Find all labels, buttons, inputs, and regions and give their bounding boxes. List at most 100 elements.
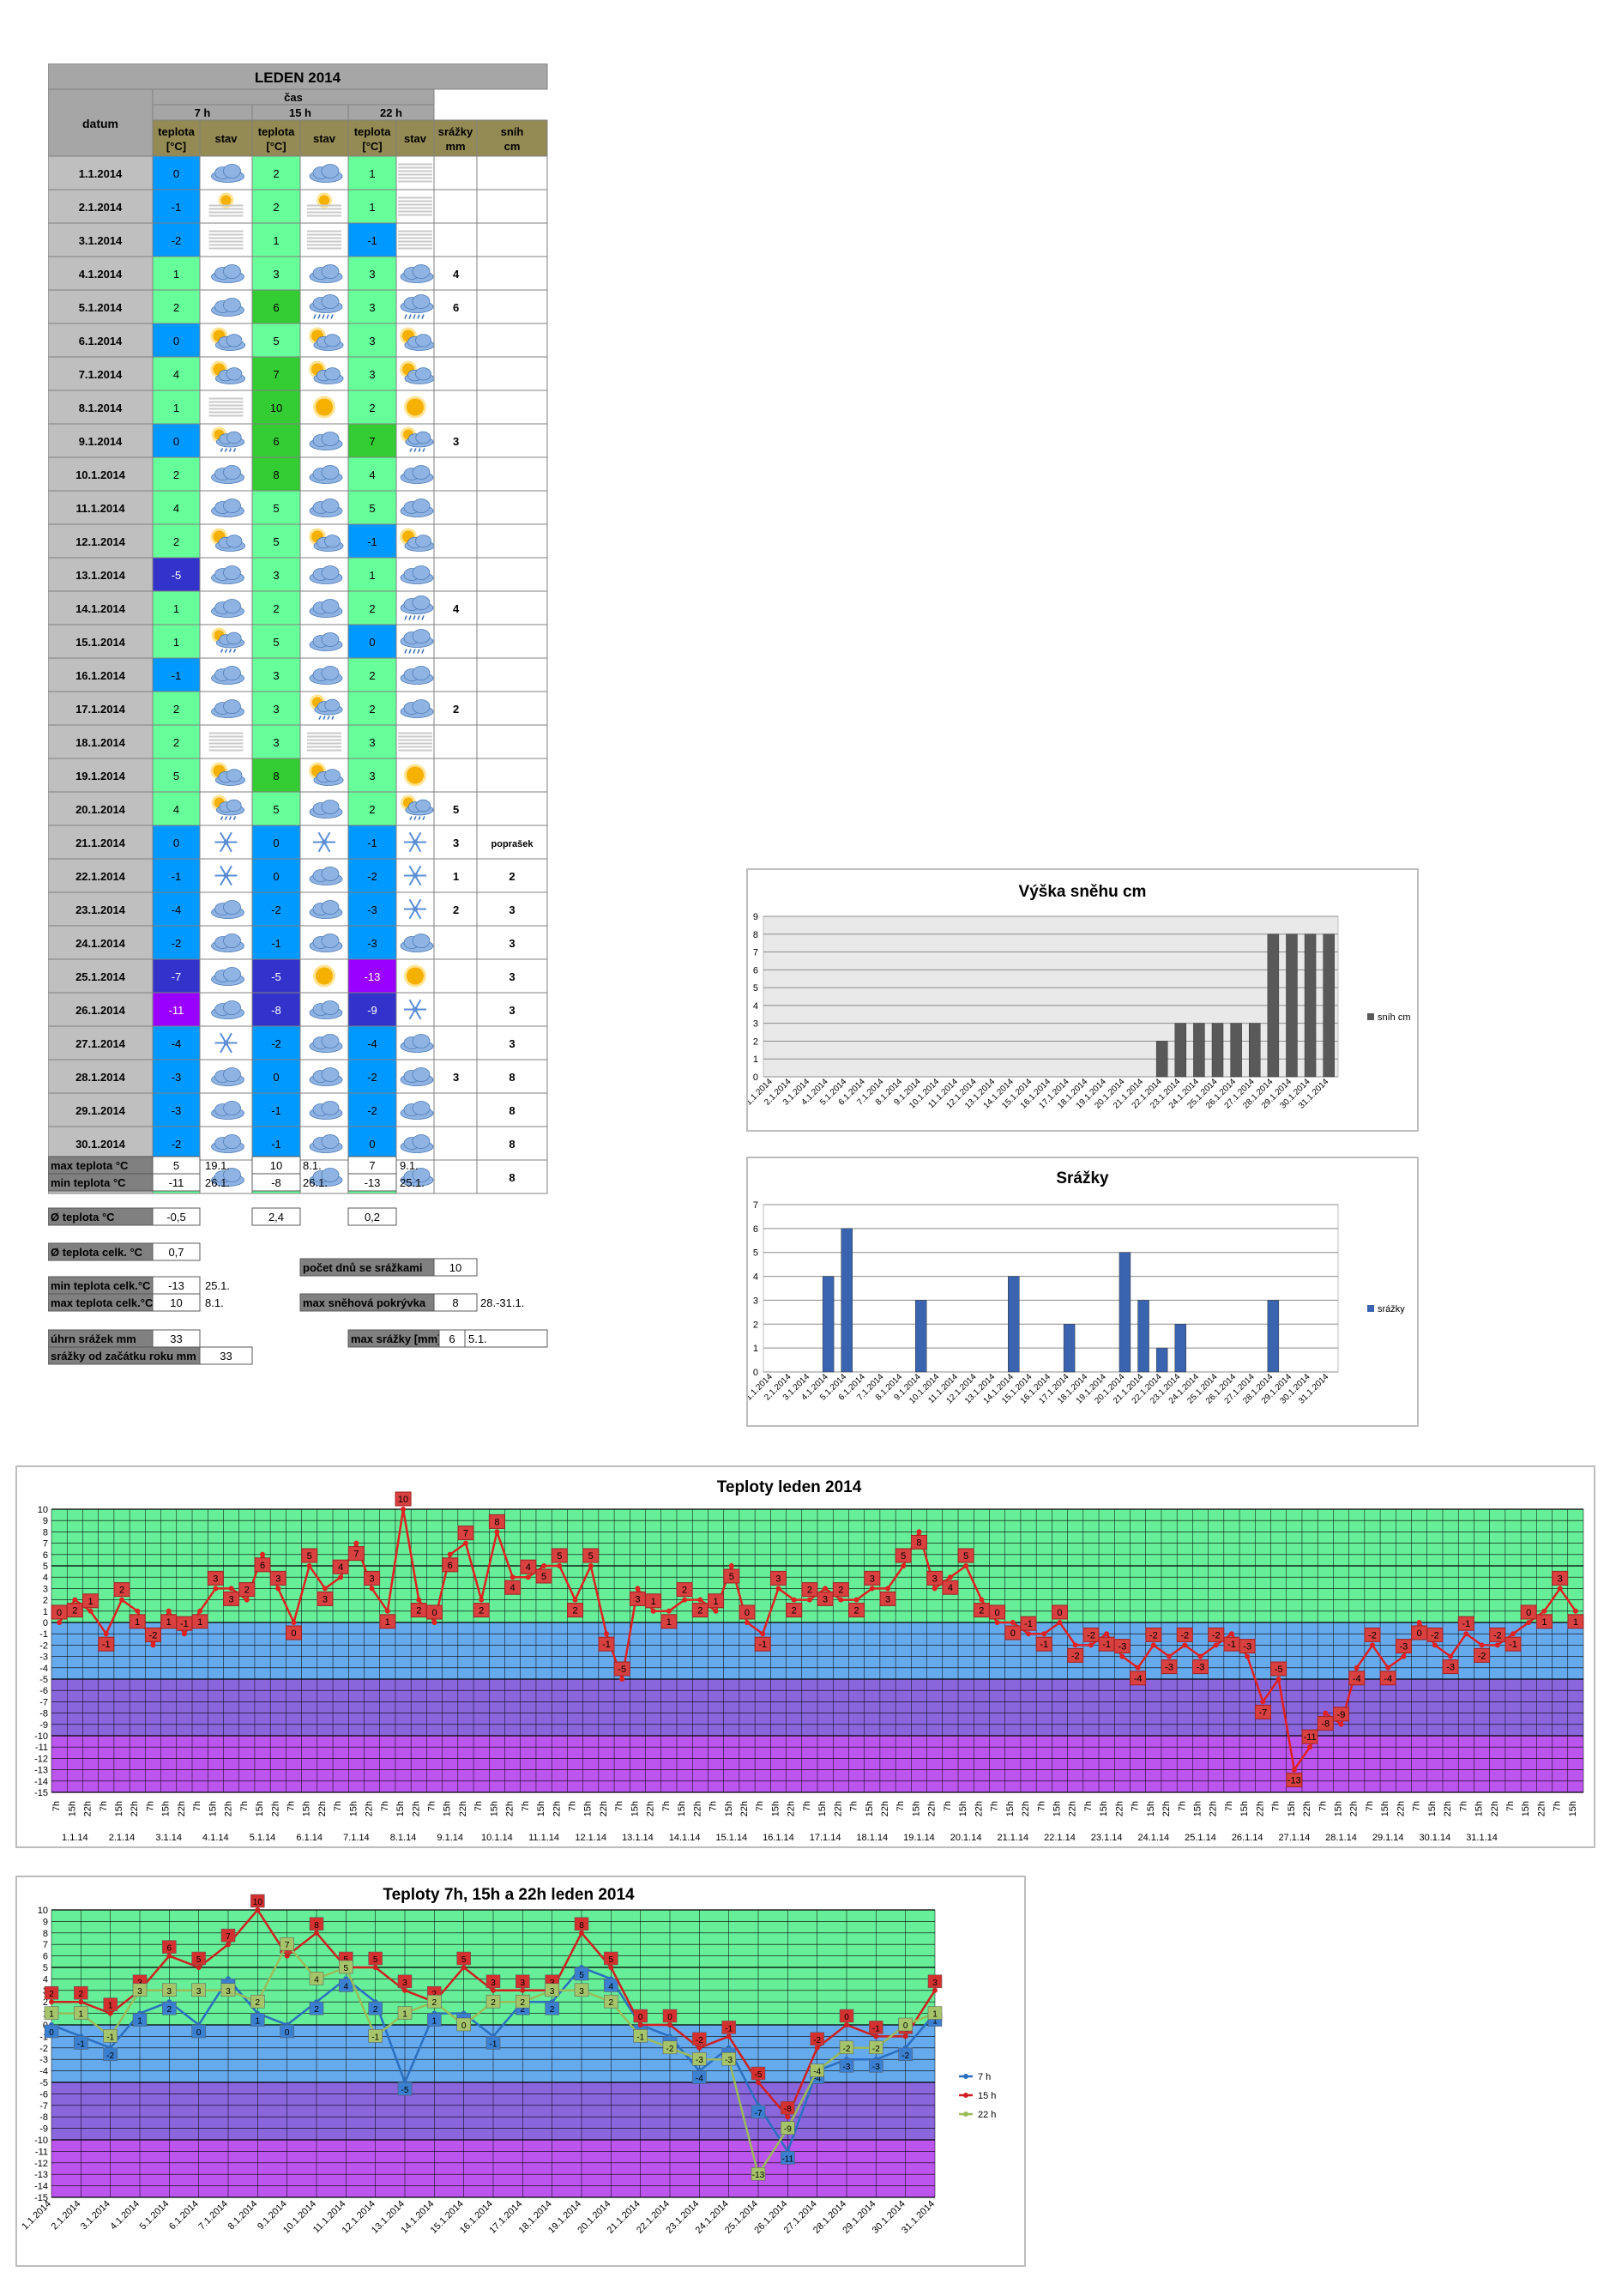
snow-value: 8 [509, 1104, 515, 1117]
temp-xtick: 7h [380, 1801, 390, 1811]
multi-data-label-box [545, 2001, 559, 2015]
date-cell [48, 758, 154, 793]
multi-data-label-box [485, 1974, 501, 1989]
precip-cell [433, 1059, 478, 1094]
weather-fog-icon [398, 230, 432, 250]
rain-ytick: 1 [753, 1344, 758, 1354]
temp-xtick: 7h [661, 1801, 672, 1811]
multi-data-label: -2 [872, 2045, 880, 2054]
temp-cell [251, 557, 301, 592]
temp-data-label: -3 [1165, 1663, 1173, 1673]
temp-data-label: 3 [885, 1594, 890, 1604]
temp-data-label: -2 [1478, 1651, 1486, 1661]
temp-data-label-box [285, 1625, 302, 1640]
weather-rain-icon [400, 629, 434, 654]
temp-point [682, 1597, 688, 1603]
temp-point [1291, 1767, 1297, 1773]
temp-data-label-box [598, 1636, 615, 1652]
multi-ytick: -4 [39, 2067, 48, 2077]
summary-value: 33 [220, 1350, 232, 1362]
summary-label: max srážky [mm] [351, 1332, 442, 1345]
temp-xtick: 7h [1365, 1801, 1375, 1811]
multi-temp-chart-title: Teploty 7h, 15h a 22h leden 2014 [383, 1886, 635, 1904]
multi-data-label: 5 [196, 1955, 202, 1965]
table-row: 18.1.2014 2 3 3 [48, 724, 548, 759]
multi-data-label: 8 [314, 1921, 319, 1930]
temp-data-label-box [786, 1603, 803, 1618]
temp-day-label: 6.1.14 [296, 1833, 323, 1843]
snow-value: 3 [509, 903, 515, 916]
snow-cell [476, 791, 548, 826]
temp-point [1416, 1620, 1422, 1625]
temp-point [322, 1586, 328, 1592]
temp-cell [152, 958, 201, 994]
temp-ytick: 3 [43, 1584, 48, 1594]
date-label: 26.1.2014 [75, 1004, 126, 1017]
precip-cell [433, 289, 478, 324]
summary-date: 19.1. [205, 1159, 230, 1172]
multi-data-label: -2 [813, 2036, 821, 2045]
temp-data-label: -1 [1227, 1640, 1236, 1650]
state-cell [395, 155, 435, 190]
temp-value: -5 [271, 970, 281, 983]
temp-xtick: 7h [990, 1801, 1000, 1811]
date-label: 3.1.2014 [79, 234, 123, 247]
temp-data-label-box [1520, 1604, 1537, 1620]
temp-data-label: 2 [244, 1586, 250, 1596]
snow-chart: Výška sněhu cm 0 1 2 3 4 5 6 7 8 9 1.1.2014 2.1.201… [745, 868, 1419, 1132]
multi-data-label-box [692, 2032, 707, 2046]
temp-data-label-box [1004, 1625, 1022, 1640]
temp-day-label: 31.1.14 [1466, 1833, 1498, 1843]
multi-data-label: -4 [813, 2075, 821, 2084]
temp-cell [347, 423, 397, 458]
temp-xtick: 15h [1239, 1801, 1250, 1816]
temp-xtick: 15h [1287, 1801, 1297, 1816]
temp-xtick: 22h [974, 1801, 984, 1816]
temp-data-label-box [364, 1570, 381, 1586]
multi-data-label: 0 [461, 2021, 467, 2031]
temp-data-label-box [379, 1614, 396, 1629]
temp-xtick: 7h [1271, 1801, 1281, 1811]
temp-data-label-box [817, 1591, 834, 1606]
date-label: 4.1.2014 [79, 268, 123, 281]
temp-value: 1 [369, 569, 375, 582]
temp-data-label: -3 [1243, 1642, 1251, 1653]
multi-data-label: -7 [755, 2109, 763, 2118]
table-row: 24.1.2014 -2 -1 -3 3 [48, 925, 548, 960]
temp-day-label: 5.1.14 [250, 1833, 276, 1843]
table-row: 16.1.2014 -1 3 2 [48, 657, 548, 692]
temp-xtick: 7h [521, 1801, 531, 1811]
temp-data-label: 4 [948, 1583, 953, 1593]
multi-data-label: -9 [784, 2125, 792, 2135]
subheader-cell [251, 119, 301, 157]
temp-xtick: 22h [1490, 1801, 1500, 1816]
weather-cloud-icon [400, 264, 434, 283]
multi-legend-label: 15 h [978, 2091, 996, 2101]
state-cell [395, 222, 435, 257]
date-label: 12.1.2014 [75, 535, 126, 548]
temp-data-label: 1 [1573, 1617, 1578, 1628]
temp-point [1072, 1642, 1078, 1648]
multi-xtick: 6.1.2014 [167, 2199, 201, 2233]
snow-plot: 01234567891.1.20142.1.20143.1.20144.1.20… [745, 912, 1411, 1111]
temp-data-label: 3 [1558, 1574, 1563, 1584]
temp-value: 10 [270, 402, 282, 414]
temp-data-label: 1 [135, 1617, 140, 1628]
temp-data-label-box [1254, 1704, 1271, 1719]
precip-cell [433, 189, 478, 224]
temp-point [1088, 1642, 1094, 1648]
temp-ytick: -2 [39, 1640, 48, 1651]
temp-day-label: 16.1.14 [763, 1833, 794, 1843]
temp-point [557, 1563, 563, 1568]
multi-data-label: 3 [137, 1987, 142, 1997]
temp-data-label: 3 [229, 1594, 234, 1604]
weather-suncloud-icon [210, 360, 245, 384]
temp-day-label: 27.1.14 [1278, 1833, 1310, 1843]
temp-point [728, 1563, 734, 1568]
summary-date: 9.1. [400, 1159, 419, 1172]
temp-value: 1 [173, 636, 179, 649]
multi-point [785, 2114, 791, 2120]
temp-data-label: 1 [1541, 1617, 1547, 1628]
multi-legend-marker [963, 2074, 968, 2079]
multi-data-label-box [280, 1936, 294, 1951]
